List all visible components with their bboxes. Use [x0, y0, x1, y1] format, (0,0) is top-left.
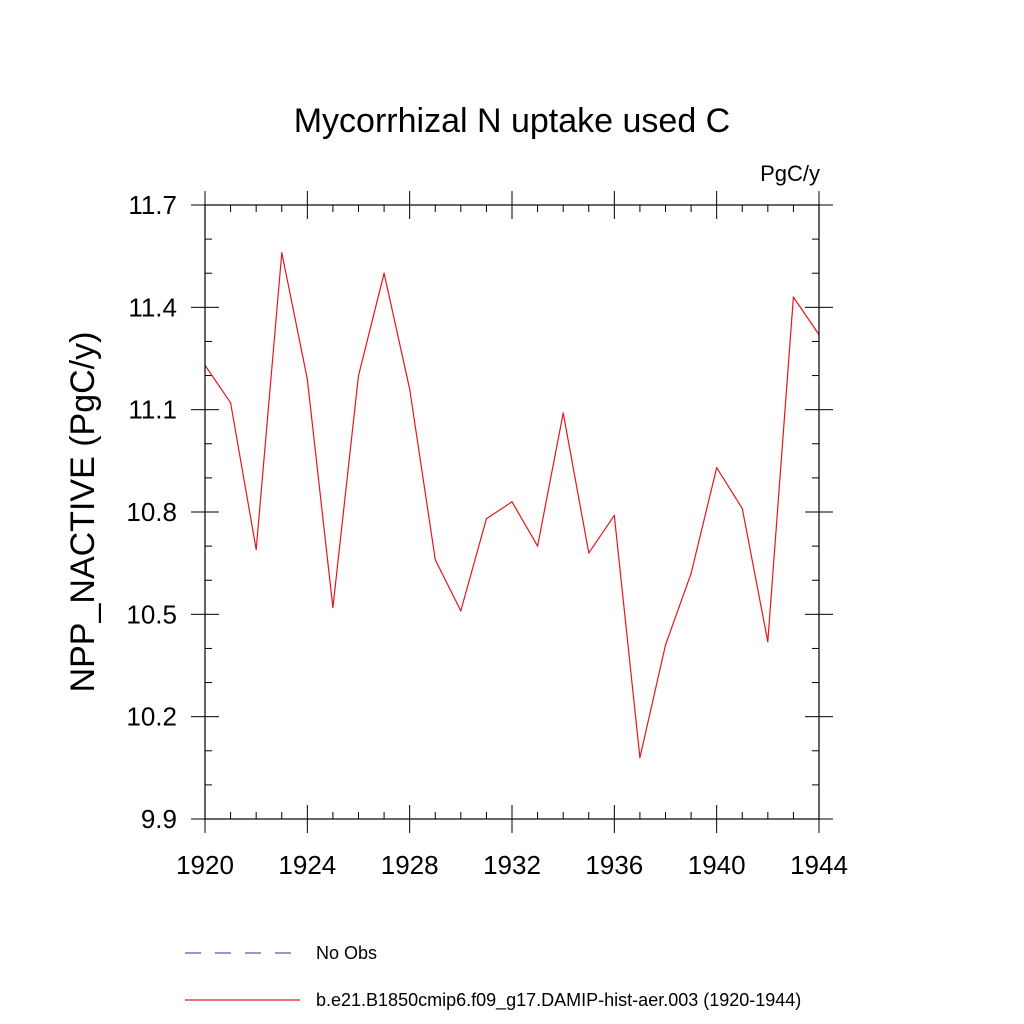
data-point: [306, 378, 308, 380]
data-point: [281, 252, 283, 254]
x-tick-label: 1936: [585, 850, 643, 880]
units-label: PgC/y: [760, 161, 820, 186]
data-point: [434, 559, 436, 561]
data-point: [792, 296, 795, 298]
legend: No Obs b.e21.B1850cmip6.f09_g17.DAMIP-his…: [185, 943, 801, 1011]
y-tick-label: 10.2: [126, 702, 177, 732]
data-point: [716, 467, 718, 469]
data-point: [562, 412, 564, 414]
y-axis-label: NPP_NACTIVE (PgC/y): [64, 332, 102, 693]
legend-label: No Obs: [316, 943, 377, 963]
data-point: [357, 374, 360, 377]
data-point: [767, 641, 769, 643]
y-tick-label: 9.9: [141, 804, 177, 834]
y-tick-label: 10.5: [126, 599, 177, 629]
x-tick-label: 1920: [176, 850, 234, 880]
data-point: [690, 572, 692, 575]
data-point: [639, 757, 641, 759]
x-tick-label: 1932: [483, 850, 541, 880]
legend-label: b.e21.B1850cmip6.f09_g17.DAMIP-hist-aer.…: [316, 990, 801, 1011]
data-point: [485, 518, 488, 520]
x-tick-label: 1944: [790, 850, 848, 880]
chart-title: Mycorrhizal N uptake used C: [294, 102, 731, 140]
data-point: [409, 388, 411, 390]
axis-ticks: [191, 191, 833, 833]
y-tick-label: 10.8: [126, 497, 177, 527]
series-layer: [204, 252, 820, 759]
data-point: [536, 545, 539, 547]
data-point: [460, 610, 462, 612]
data-point: [332, 606, 334, 609]
data-point: [664, 644, 667, 646]
data-point: [741, 507, 743, 510]
data-point: [511, 501, 513, 503]
y-tick-label: 11.1: [128, 395, 177, 425]
data-point: [613, 514, 615, 517]
series-line: [204, 252, 820, 759]
data-point: [255, 548, 257, 551]
y-tick-label: 11.7: [128, 190, 177, 220]
data-point: [588, 552, 590, 554]
data-point: [383, 272, 385, 274]
data-point: [229, 402, 232, 404]
tick-labels: 1920 1924 1928 1932 1936 1940 1944 9.9 10.2 10.5 1…: [126, 190, 848, 880]
x-tick-label: 1940: [688, 850, 746, 880]
x-tick-label: 1928: [381, 850, 439, 880]
y-tick-label: 11.4: [128, 292, 177, 322]
x-tick-label: 1924: [278, 850, 336, 880]
plot-frame: [204, 204, 820, 820]
